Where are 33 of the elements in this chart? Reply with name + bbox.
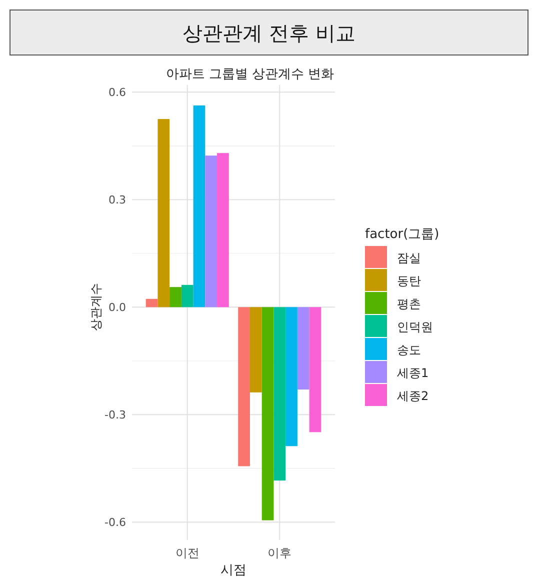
bar <box>238 307 250 466</box>
bar <box>262 307 274 520</box>
legend-label: 평촌 <box>397 297 421 311</box>
y-tick-label: -0.6 <box>104 516 126 530</box>
x-tick-label: 이전 <box>175 546 200 560</box>
legend-title: factor(그룹) <box>365 227 440 242</box>
y-tick-label: -0.3 <box>104 408 126 422</box>
legend-label: 세종2 <box>397 389 429 403</box>
bar <box>297 307 310 390</box>
legend-label: 잠실 <box>397 251 421 265</box>
x-tick-label: 이후 <box>268 546 292 560</box>
bar <box>274 307 286 481</box>
legend-label: 세종1 <box>397 366 429 380</box>
chart-title: 상관관계 전후 비교 <box>182 21 356 45</box>
y-tick-label: 0.3 <box>108 194 126 207</box>
chart-subtitle: 아파트 그룹별 상관계수 변화 <box>166 67 334 82</box>
y-tick-label: 0.6 <box>108 86 126 100</box>
bar <box>181 284 194 308</box>
x-axis-title: 시점 <box>220 563 246 578</box>
bar <box>250 307 262 392</box>
bar <box>309 307 322 432</box>
legend-label: 송도 <box>397 343 421 357</box>
y-axis-title: 상관계수 <box>89 283 103 332</box>
bar <box>146 298 158 308</box>
bar <box>217 153 229 308</box>
legend-label: 인덕원 <box>397 320 433 334</box>
legend-label: 동탄 <box>397 274 421 288</box>
y-tick-label: 0.0 <box>108 301 126 314</box>
bar <box>286 307 298 446</box>
bar <box>205 156 218 308</box>
bar <box>193 105 206 308</box>
bar <box>158 119 170 308</box>
bar <box>170 287 182 308</box>
